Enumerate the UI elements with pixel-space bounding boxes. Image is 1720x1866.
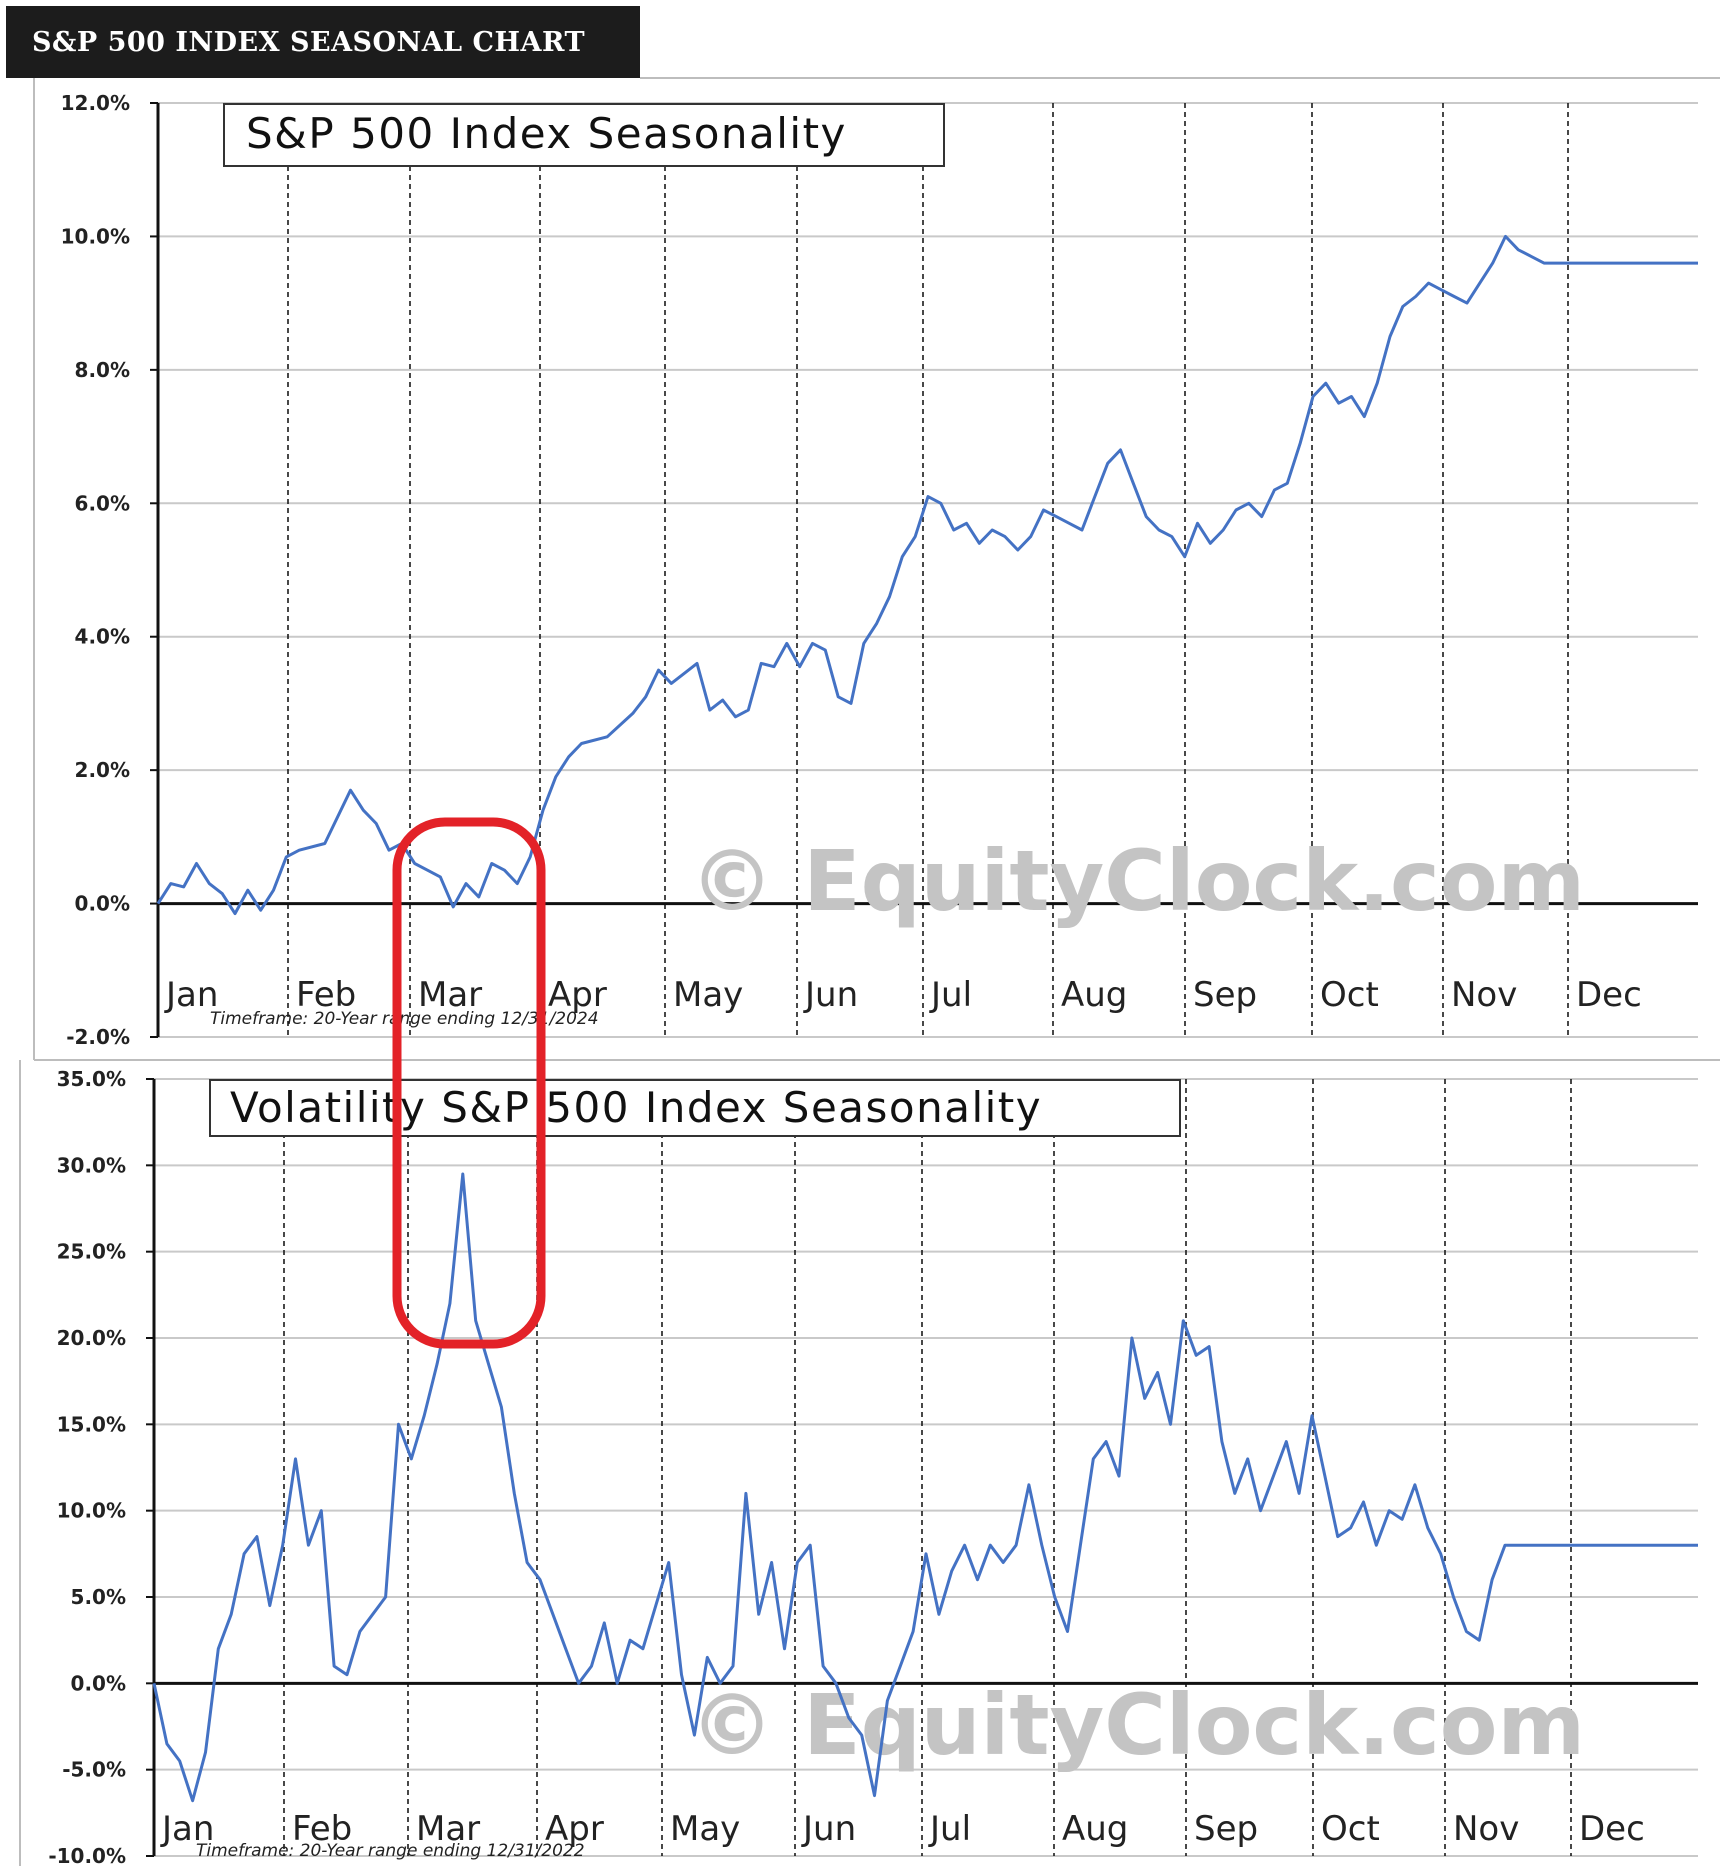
month-label-dec: Dec [1576, 975, 1642, 1015]
timeframe-note: Timeframe: 20-Year range ending 12/31/20… [196, 1841, 585, 1861]
chart-header-badge: S&P 500 INDEX SEASONAL CHART [6, 6, 640, 78]
y-tick-label: 20.0% [57, 1326, 126, 1350]
month-label-apr: Apr [548, 975, 607, 1015]
month-label-may: May [673, 975, 743, 1015]
y-tick-label: 30.0% [57, 1153, 126, 1177]
timeframe-note: Timeframe: 20-Year range ending 12/31/20… [210, 1009, 599, 1029]
y-tick-label: 10.0% [57, 1499, 126, 1523]
month-label-aug: Aug [1062, 1809, 1128, 1849]
month-label-oct: Oct [1320, 975, 1379, 1015]
month-label-jan: Jan [164, 975, 218, 1015]
month-label-feb: Feb [296, 975, 356, 1015]
chart-title-box [223, 103, 945, 167]
y-tick-label: 12.0% [61, 91, 130, 115]
vix-seasonality-chart: 35.0% 30.0% 25.0% 20.0% 15.0% 10.0% 5.0% 0.0% -5… [48, 1067, 1698, 1866]
month-label-jul: Jul [928, 1809, 971, 1849]
month-label-may: May [670, 1809, 740, 1849]
month-label-sep: Sep [1193, 975, 1257, 1015]
y-tick-label: -10.0% [48, 1844, 126, 1866]
series-line [152, 1172, 1698, 1803]
equityclock-watermark: © EquityClock.com [690, 1676, 1585, 1774]
y-tick-label: 8.0% [75, 358, 130, 382]
month-label-jul: Jul [929, 975, 972, 1015]
series-line [156, 234, 1698, 916]
y-tick-label: -5.0% [62, 1758, 126, 1782]
month-label-jan: Jan [160, 1809, 214, 1849]
y-tick-label: 25.0% [57, 1240, 126, 1264]
month-label-nov: Nov [1453, 1809, 1519, 1849]
month-label-feb: Feb [292, 1809, 352, 1849]
y-tick-label: 5.0% [71, 1585, 126, 1609]
chart-title-box [209, 1079, 1181, 1137]
y-tick-label: 0.0% [71, 1671, 126, 1695]
y-tick-label: 0.0% [75, 892, 130, 916]
header-divider [640, 77, 1720, 79]
month-label-dec: Dec [1579, 1809, 1645, 1849]
y-tick-label: 2.0% [75, 758, 130, 782]
y-tick-label: 4.0% [75, 625, 130, 649]
month-label-sep: Sep [1194, 1809, 1258, 1849]
y-tick-label: 6.0% [75, 491, 130, 515]
header-title: S&P 500 INDEX SEASONAL CHART [32, 26, 586, 58]
y-tick-label: 15.0% [57, 1412, 126, 1436]
month-label-mar: Mar [418, 975, 482, 1015]
month-label-nov: Nov [1451, 975, 1517, 1015]
month-label-jun: Jun [801, 1809, 856, 1849]
month-label-mar: Mar [416, 1809, 480, 1849]
month-label-oct: Oct [1321, 1809, 1380, 1849]
month-label-jun: Jun [803, 975, 858, 1015]
sp500-seasonality-chart: 12.0% 10.0% 8.0% 6.0% 4.0% 2.0% 0.0% -2.0% Jan Fe… [61, 91, 1698, 1049]
chart-title: S&P 500 Index Seasonality [246, 109, 847, 158]
y-tick-label: 10.0% [61, 224, 130, 248]
y-tick-label: -2.0% [66, 1025, 130, 1049]
chart-title: Volatility S&P 500 Index Seasonality [230, 1083, 1042, 1132]
march-highlight-box [392, 817, 546, 1349]
y-tick-label: 35.0% [57, 1067, 126, 1091]
equityclock-watermark: © EquityClock.com [690, 832, 1585, 930]
month-label-apr: Apr [545, 1809, 604, 1849]
month-label-aug: Aug [1061, 975, 1127, 1015]
